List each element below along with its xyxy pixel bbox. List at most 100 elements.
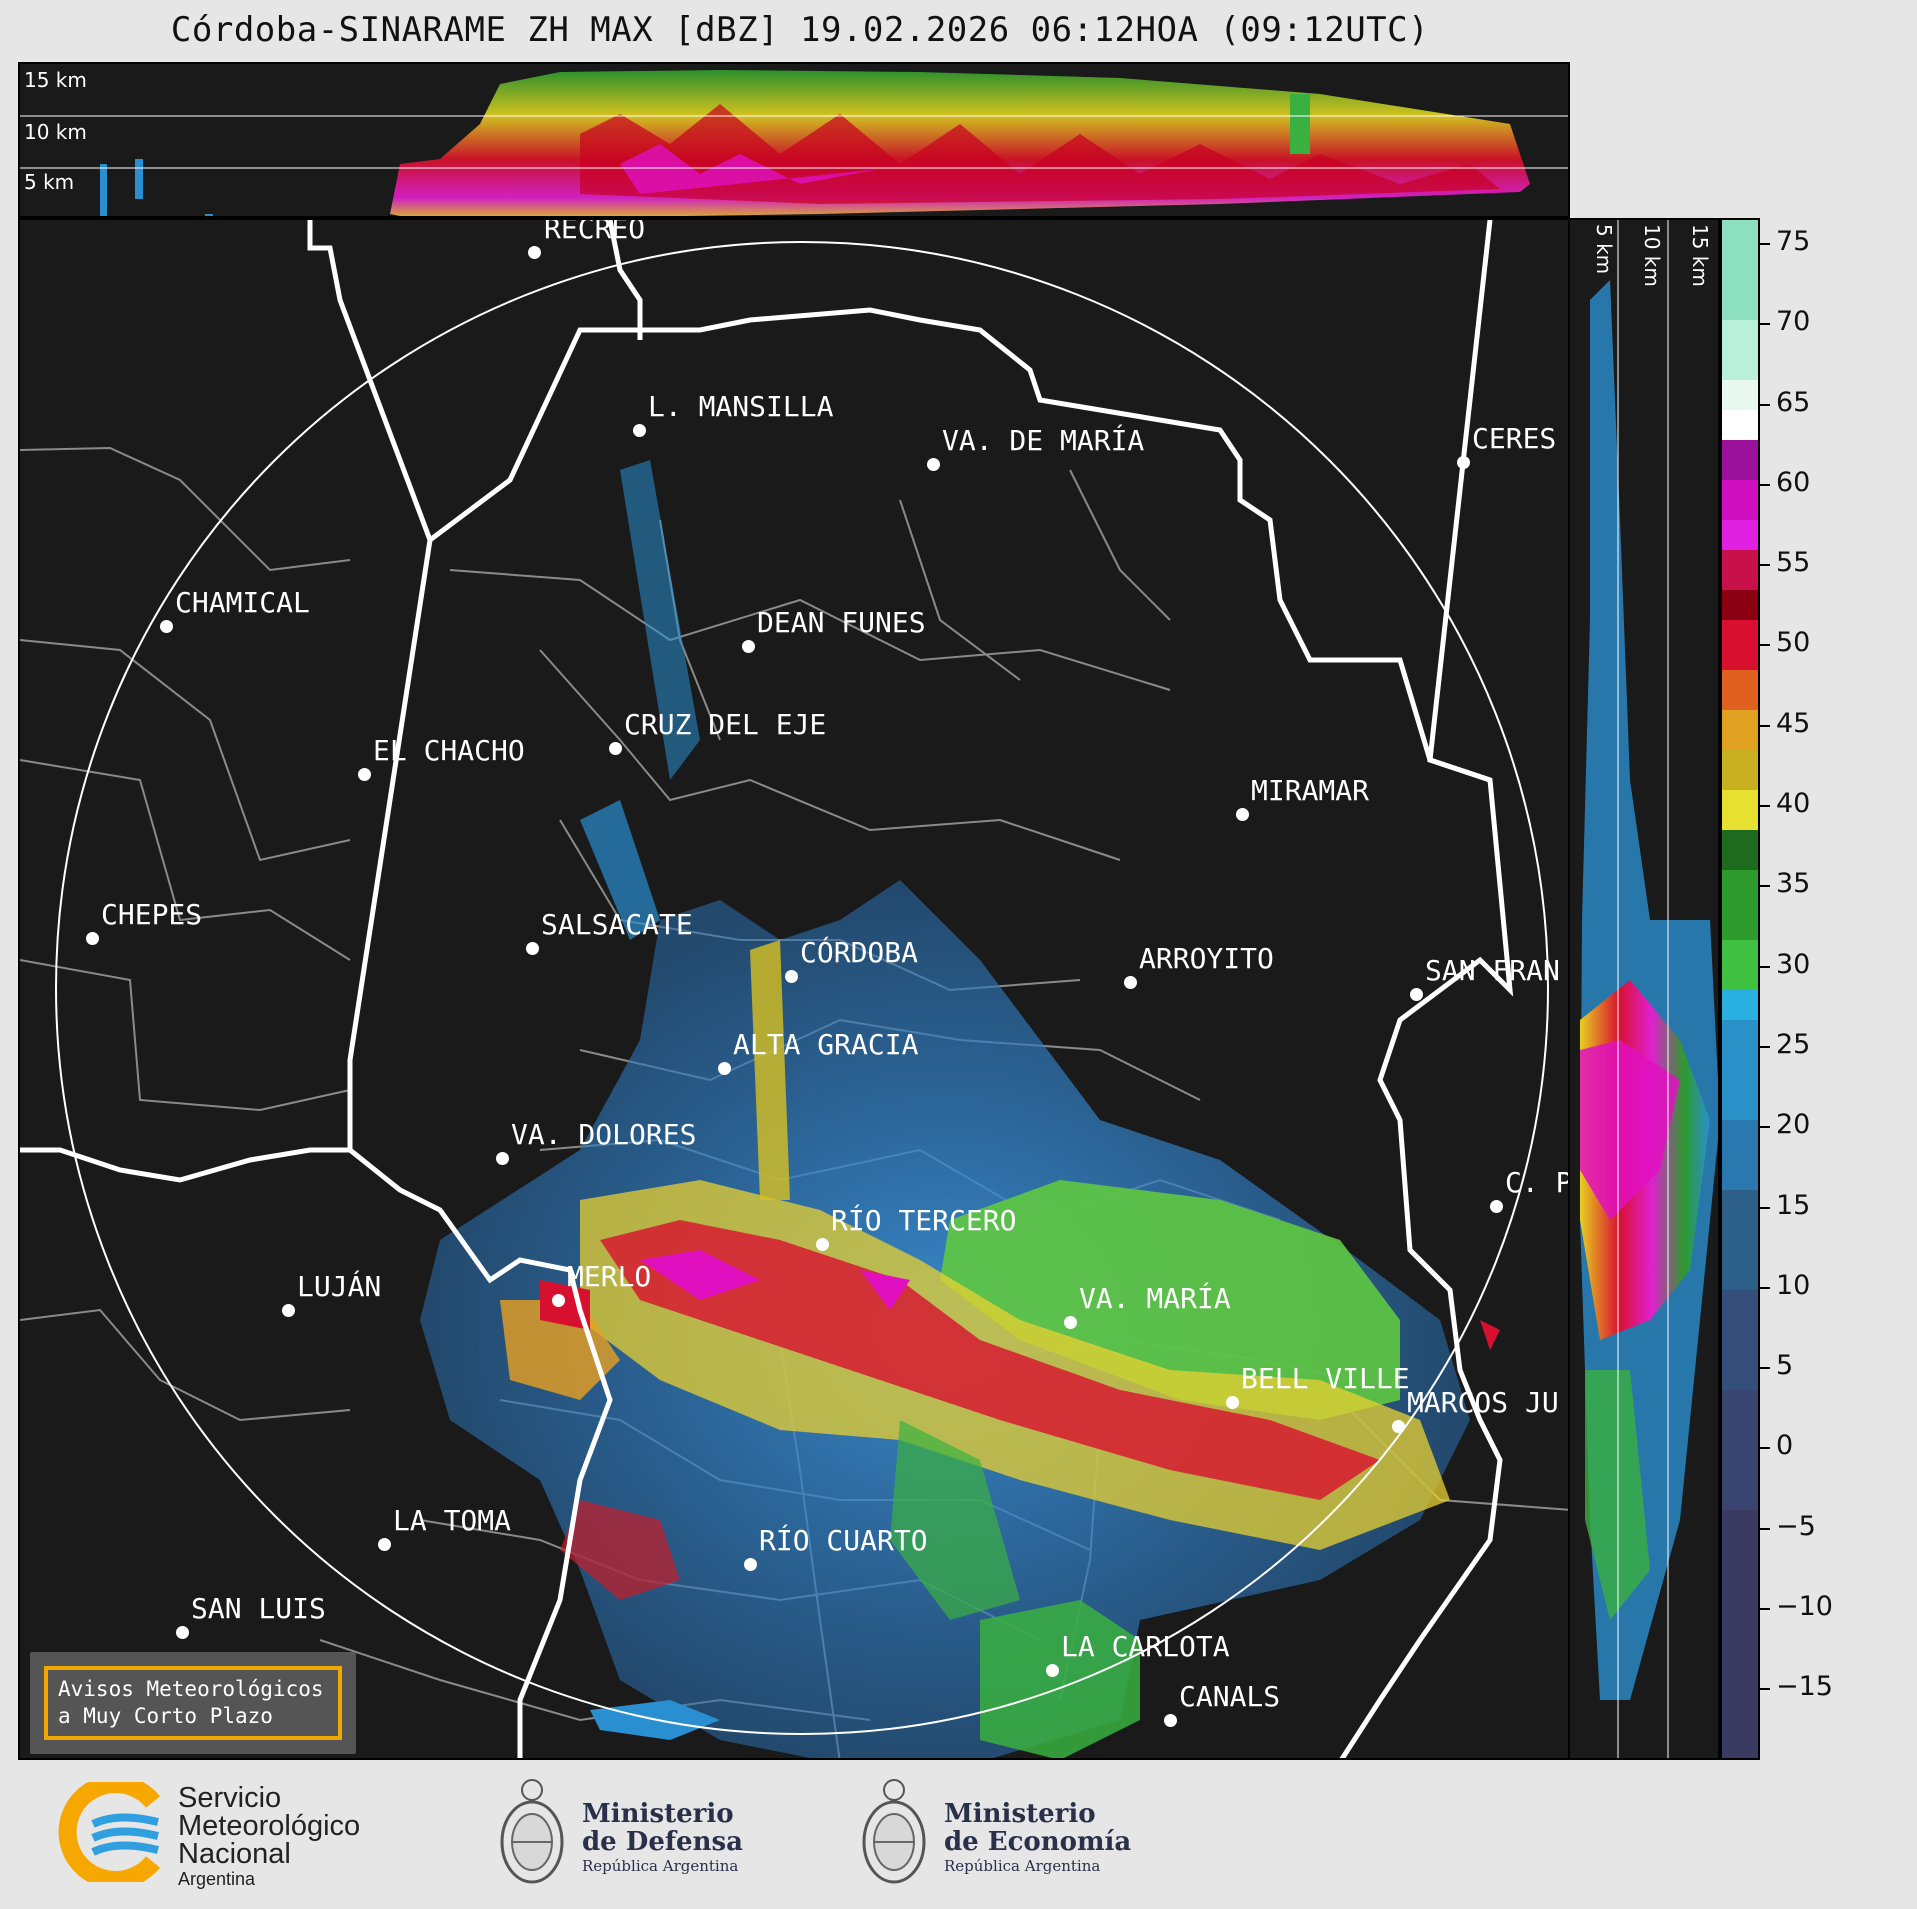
city-dot	[378, 1538, 391, 1551]
city-label-miramar: MIRAMAR	[1251, 774, 1370, 807]
city-dot	[742, 640, 755, 653]
colorbar-tick	[1760, 484, 1770, 486]
colorbar-label-40: 40	[1776, 788, 1811, 819]
economia-line-1: Ministerio	[944, 1799, 1096, 1829]
colorbar-tick	[1760, 323, 1770, 325]
city-label-la-carlota: LA CARLOTA	[1061, 1630, 1230, 1663]
colorbar-scale	[1722, 220, 1758, 1758]
colorbar-label-20: 20	[1776, 1109, 1811, 1140]
coat-of-arms-economia	[856, 1776, 932, 1896]
radar-map-graphics	[20, 220, 1568, 1758]
height-label-5km: 5 km	[24, 170, 75, 194]
colorbar-tick	[1760, 1207, 1770, 1209]
smn-line-4: Argentina	[178, 1869, 256, 1889]
coat-of-arms-icon	[862, 1779, 926, 1884]
city-dot	[526, 942, 539, 955]
city-label-salsacate: SALSACATE	[541, 908, 693, 941]
economia-name: Ministerio de Economía República Argenti…	[944, 1800, 1131, 1876]
colorbar-tick	[1760, 564, 1770, 566]
colorbar-tick	[1760, 1688, 1770, 1690]
radar-map: RECREO L. MANSILLA VA. DE MARÍA CERES CH…	[18, 218, 1570, 1760]
city-label-canals: CANALS	[1179, 1680, 1281, 1713]
colorbar-label-minus10: −10	[1776, 1591, 1833, 1622]
city-label-chepes: CHEPES	[101, 898, 203, 931]
notice-frame: Avisos Meteorológicos a Muy Corto Plazo	[44, 1666, 342, 1740]
city-dot	[1164, 1714, 1177, 1727]
city-label-alta-gracia: ALTA GRACIA	[733, 1028, 919, 1061]
colorbar-tick	[1760, 1367, 1770, 1369]
city-label-marcos-ju: MARCOS JU	[1407, 1386, 1559, 1419]
height-label-10km: 10 km	[24, 120, 87, 144]
coat-of-arms-icon	[500, 1779, 564, 1884]
height-cross-section-top: 15 km 10 km 5 km	[18, 62, 1570, 218]
colorbar-label-60: 60	[1776, 467, 1811, 498]
city-dot	[86, 932, 99, 945]
city-dot	[528, 246, 541, 259]
city-label-cordoba: CÓRDOBA	[800, 936, 919, 969]
colorbar-label-minus15: −15	[1776, 1671, 1833, 1702]
city-label-va-maria: VA. MARÍA	[1079, 1282, 1231, 1315]
colorbar-tick	[1760, 404, 1770, 406]
colorbar-tick	[1760, 885, 1770, 887]
city-label-c-p: C. P	[1505, 1166, 1570, 1199]
city-dot	[1457, 456, 1470, 469]
colorbar-tick	[1760, 644, 1770, 646]
city-dot	[1046, 1664, 1059, 1677]
city-dot	[552, 1294, 565, 1307]
city-dot	[744, 1558, 757, 1571]
smn-line-2: Meteorológico	[178, 1810, 361, 1842]
colorbar-label-65: 65	[1776, 387, 1811, 418]
colorbar-tick	[1760, 725, 1770, 727]
height-cross-section-side: 5 km 10 km 15 km	[1568, 218, 1720, 1760]
colorbar-label-15: 15	[1776, 1190, 1811, 1221]
city-dot-cordoba	[785, 970, 798, 983]
city-dot	[1124, 976, 1137, 989]
city-dot	[1236, 808, 1249, 821]
colorbar-tick	[1760, 805, 1770, 807]
city-label-san-fran: SAN FRAN	[1425, 954, 1560, 987]
city-label-dean-funes: DEAN FUNES	[757, 606, 926, 639]
colorbar-tick	[1760, 1287, 1770, 1289]
city-label-recreo: RECREO	[544, 218, 646, 245]
dbz-colorbar	[1720, 218, 1760, 1760]
economia-line-2: de Economía	[944, 1827, 1132, 1857]
height-label-15km: 15 km	[24, 68, 87, 92]
city-dot	[1490, 1200, 1503, 1213]
province-borders	[20, 220, 1514, 1758]
defensa-name: Ministerio de Defensa República Argentin…	[582, 1800, 743, 1876]
radar-echoes	[420, 460, 1500, 1758]
colorbar-tick	[1760, 966, 1770, 968]
city-dot	[160, 620, 173, 633]
city-label-el-chacho: EL CHACHO	[373, 734, 525, 767]
city-label-rio-cuarto: RÍO CUARTO	[759, 1524, 928, 1557]
colorbar-tick	[1760, 1528, 1770, 1530]
city-dot	[1064, 1316, 1077, 1329]
city-label-va-de-maria: VA. DE MARÍA	[942, 424, 1145, 457]
notice-line-1: Avisos Meteorológicos	[58, 1677, 324, 1701]
city-dot	[1392, 1420, 1405, 1433]
colorbar-label-10: 10	[1776, 1270, 1811, 1301]
city-dot	[282, 1304, 295, 1317]
city-label-arroyito: ARROYITO	[1139, 942, 1274, 975]
notice-line-2: a Muy Corto Plazo	[58, 1704, 273, 1728]
colorbar-label-35: 35	[1776, 868, 1811, 899]
smn-line-3: Nacional	[178, 1838, 291, 1870]
colorbar-label-minus5: −5	[1776, 1511, 1816, 1542]
colorbar-label-5: 5	[1776, 1350, 1794, 1381]
colorbar-label-55: 55	[1776, 547, 1811, 578]
city-dot	[927, 458, 940, 471]
smn-logo-mark	[58, 1782, 161, 1882]
smn-logo	[58, 1782, 168, 1882]
smn-name: Servicio Meteorológico Nacional Argentin…	[178, 1784, 360, 1890]
economia-line-3: República Argentina	[944, 1857, 1101, 1875]
city-label-rio-tercero: RÍO TERCERO	[831, 1204, 1017, 1237]
city-dot	[1410, 988, 1423, 1001]
city-label-lujan: LUJÁN	[297, 1270, 382, 1303]
city-dot	[358, 768, 371, 781]
defensa-line-3: República Argentina	[582, 1857, 739, 1875]
colorbar-label-25: 25	[1776, 1029, 1811, 1060]
colorbar-label-30: 30	[1776, 949, 1811, 980]
defensa-line-1: Ministerio	[582, 1799, 734, 1829]
colorbar-label-0: 0	[1776, 1430, 1794, 1461]
city-dot	[496, 1152, 509, 1165]
